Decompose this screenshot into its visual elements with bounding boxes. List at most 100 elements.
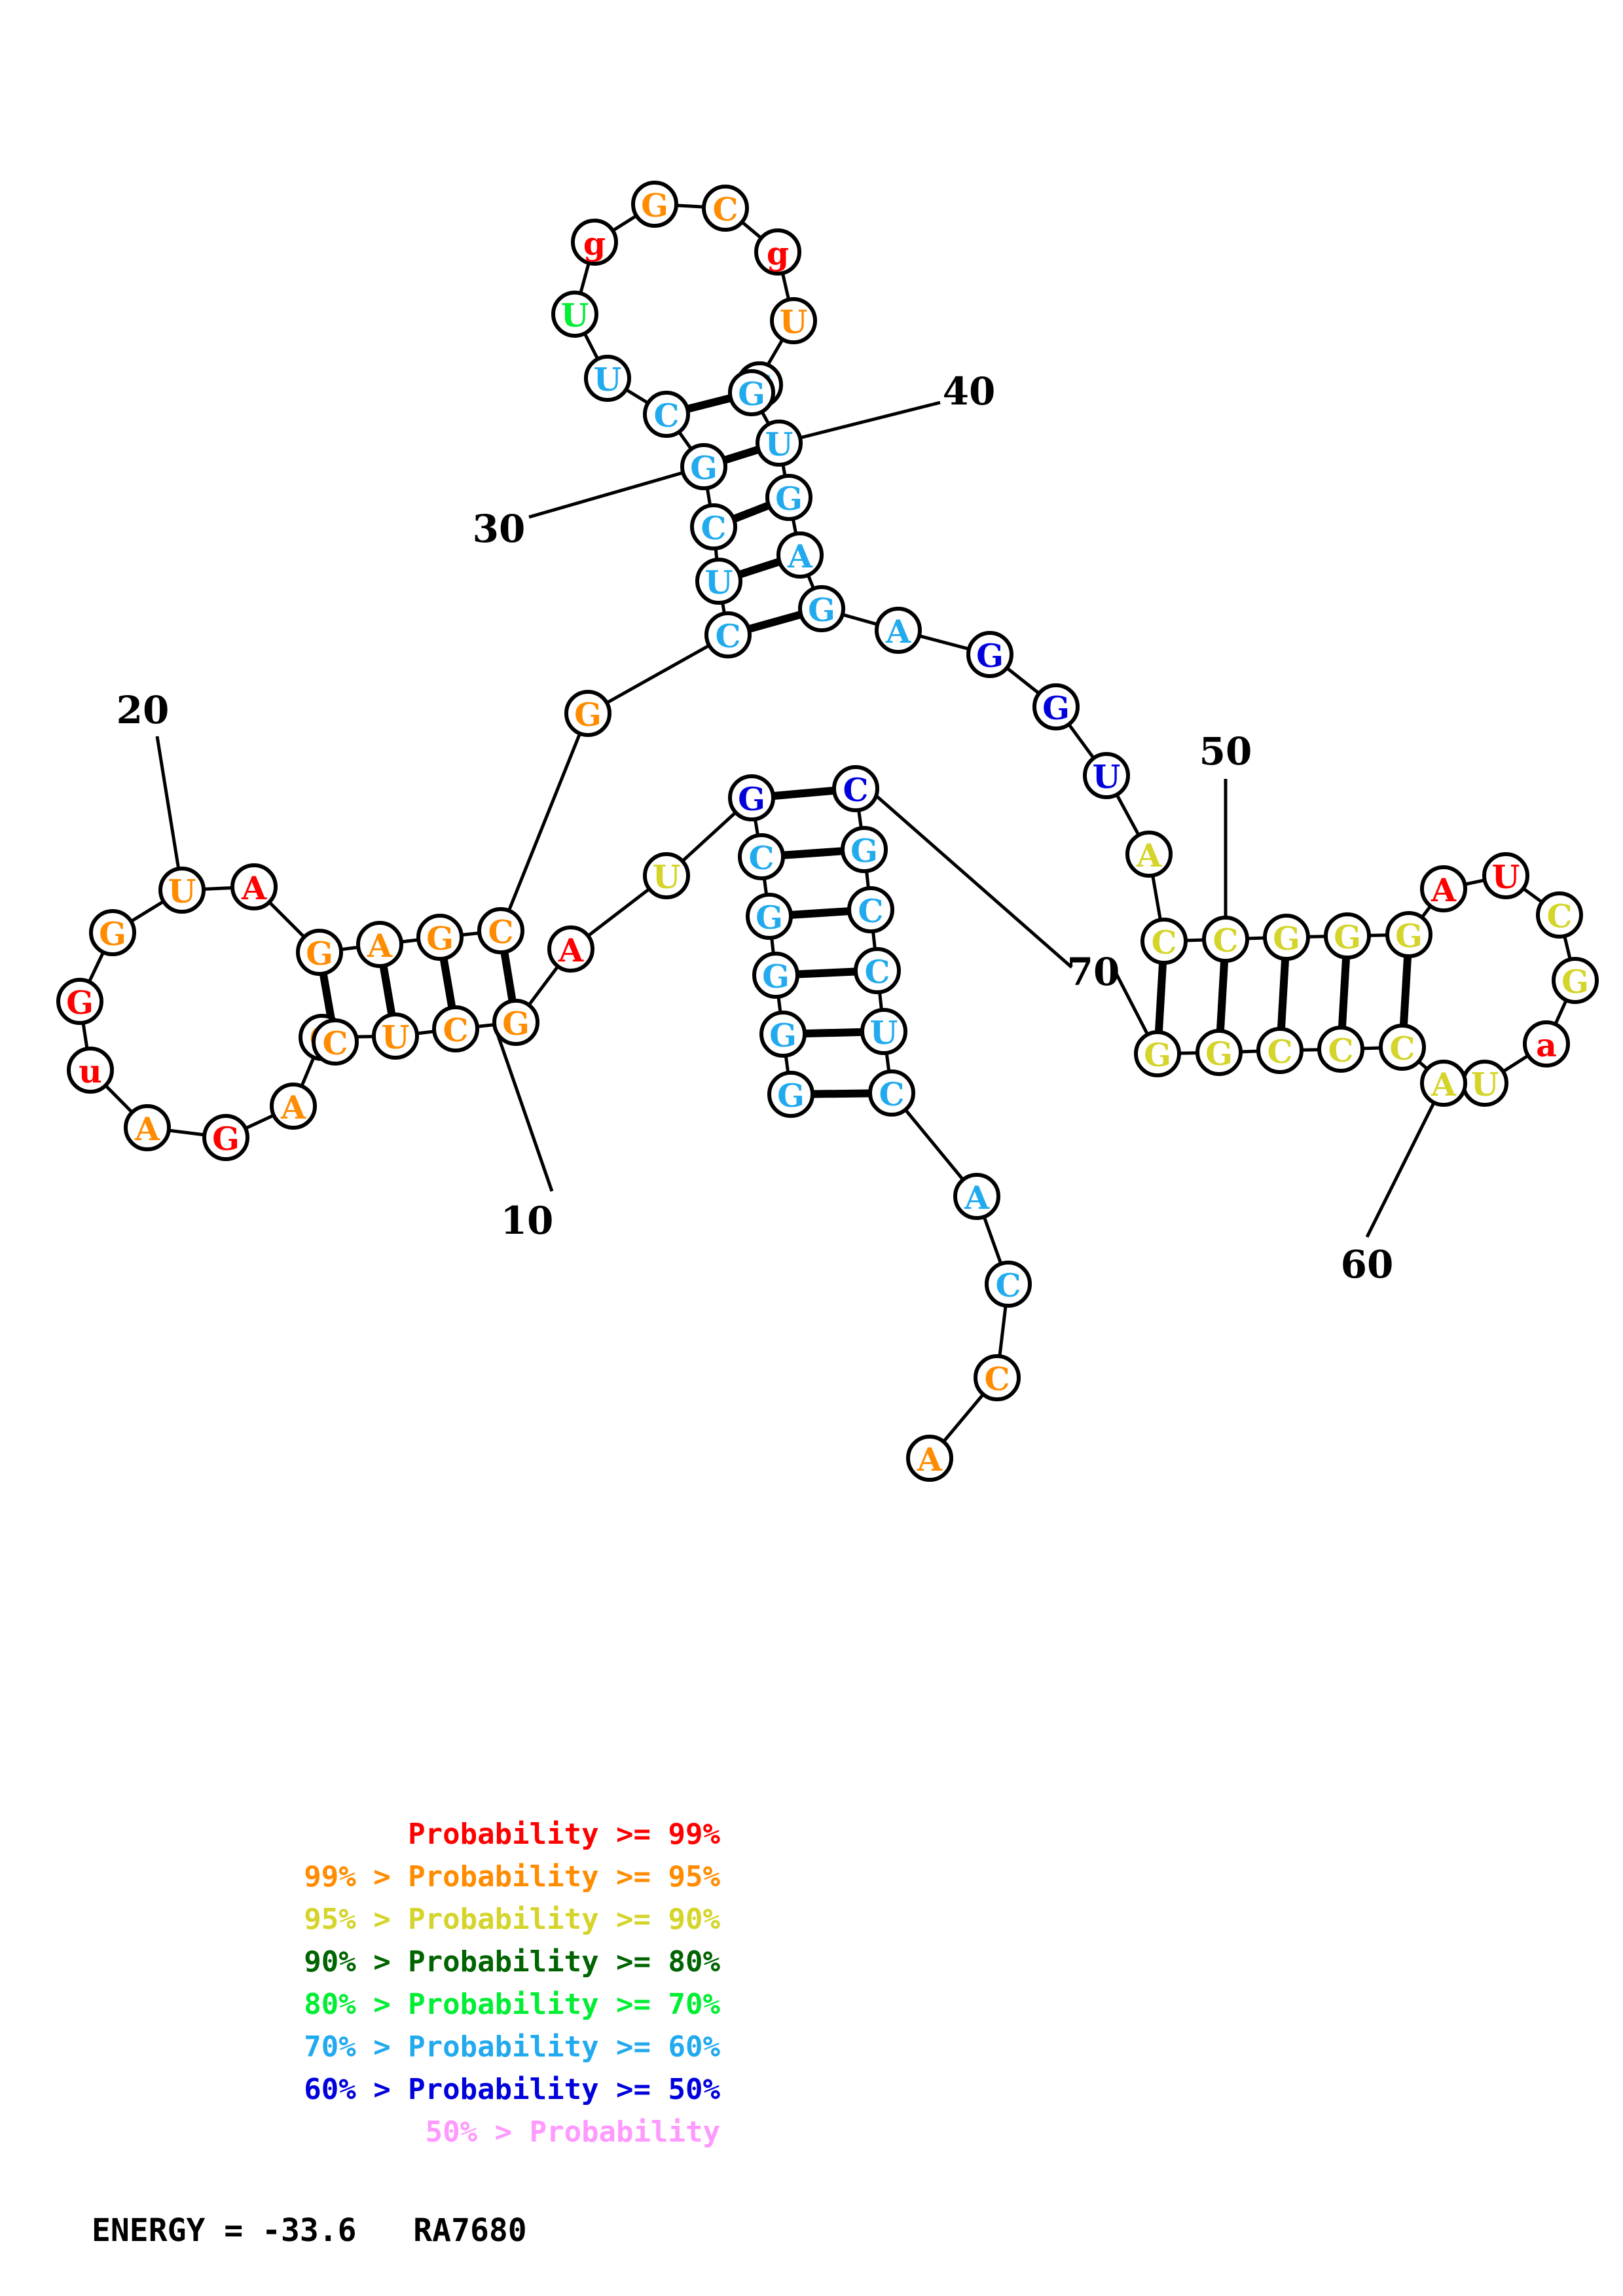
- nucleotide-C[interactable]: C: [1256, 1027, 1304, 1074]
- nucleotide-G[interactable]: G: [841, 826, 888, 873]
- nucleotide-A[interactable]: A: [875, 607, 922, 654]
- nucleotide-letter: G: [1561, 963, 1589, 1001]
- nucleotide-G[interactable]: G: [1552, 957, 1599, 1004]
- nucleotide-U[interactable]: U: [756, 420, 803, 467]
- nucleotide-C[interactable]: C: [832, 765, 879, 812]
- nucleotide-G[interactable]: G: [492, 999, 539, 1046]
- nucleotide-C[interactable]: C: [985, 1261, 1032, 1308]
- nucleotide-G[interactable]: G: [752, 952, 799, 999]
- nucleotide-U[interactable]: U: [643, 852, 690, 899]
- nucleotide-A[interactable]: A: [270, 1083, 317, 1130]
- nucleotide-G[interactable]: G: [728, 774, 775, 821]
- nucleotide-G[interactable]: G: [759, 1011, 807, 1058]
- nucleotide-C[interactable]: C: [974, 1354, 1021, 1401]
- nucleotide-letter: g: [767, 234, 789, 272]
- nucleotide-G[interactable]: G: [564, 690, 611, 737]
- nucleotide-U[interactable]: U: [770, 297, 817, 344]
- nucleotide-U[interactable]: U: [551, 291, 598, 338]
- nucleotide-C[interactable]: C: [1317, 1026, 1364, 1073]
- nucleotide-letter: U: [382, 1018, 410, 1056]
- nucleotide-circle: [798, 585, 845, 632]
- nucleotide-circle: [765, 474, 812, 521]
- nucleotide-C[interactable]: C: [690, 503, 737, 550]
- legend-row-0: Probability >= 99%: [408, 1818, 720, 1851]
- nucleotide-A[interactable]: A: [124, 1104, 171, 1151]
- nucleotide-C[interactable]: C: [704, 611, 752, 658]
- nucleotide-U[interactable]: U: [860, 1008, 907, 1055]
- nucleotide-C[interactable]: C: [477, 907, 524, 954]
- nucleotide-C[interactable]: C: [432, 1005, 479, 1052]
- nucleotide-U[interactable]: U: [158, 867, 206, 914]
- nucleotide-G[interactable]: G: [202, 1114, 249, 1161]
- position-leader-line: [1365, 1082, 1446, 1238]
- nucleotide-g[interactable]: g: [571, 219, 618, 266]
- nucleotide-A[interactable]: A: [547, 925, 594, 973]
- legend-row-4: 80% > Probability >= 70%: [304, 1988, 720, 2021]
- nucleotide-circle: [1482, 852, 1529, 899]
- nucleotide-G[interactable]: G: [296, 929, 343, 976]
- nucleotide-G[interactable]: G: [680, 443, 727, 490]
- nucleotide-circle: [124, 1104, 171, 1151]
- nucleotide-circle: [1140, 918, 1188, 965]
- nucleotide-circle: [432, 1005, 479, 1052]
- nucleotide-circle: [1317, 1026, 1364, 1073]
- nucleotide-U[interactable]: U: [1461, 1060, 1508, 1107]
- nucleotide-a[interactable]: a: [1523, 1020, 1570, 1067]
- nucleotide-circle: [767, 1071, 814, 1118]
- nucleotide-C[interactable]: C: [854, 947, 901, 994]
- nucleotide-G[interactable]: G: [767, 1071, 814, 1118]
- position-leader-line: [155, 736, 184, 891]
- nucleotide-A[interactable]: A: [356, 921, 403, 968]
- nucleotide-G[interactable]: G: [1385, 911, 1432, 958]
- nucleotide-letter: C: [323, 1024, 348, 1062]
- nucleotide-G[interactable]: G: [798, 585, 845, 632]
- nucleotide-G[interactable]: G: [1134, 1030, 1181, 1077]
- nucleotide-letter: a: [1536, 1026, 1557, 1064]
- nucleotide-G[interactable]: G: [1032, 683, 1080, 730]
- nucleotide-G[interactable]: G: [966, 631, 1013, 678]
- nucleotide-g[interactable]: g: [754, 228, 801, 276]
- nucleotide-U[interactable]: U: [372, 1013, 419, 1060]
- nucleotide-G[interactable]: G: [631, 181, 678, 228]
- nucleotide-letter: G: [769, 1016, 797, 1054]
- nucleotide-C[interactable]: C: [738, 833, 785, 880]
- nucleotide-C[interactable]: C: [1379, 1024, 1426, 1071]
- nucleotide-A[interactable]: A: [776, 531, 824, 579]
- nucleotide-C[interactable]: C: [702, 185, 749, 232]
- nucleotide-letter: C: [843, 771, 869, 809]
- nucleotide-letter: C: [1328, 1031, 1354, 1069]
- nucleotide-C[interactable]: C: [1202, 916, 1249, 963]
- nucleotide-A[interactable]: A: [1420, 1060, 1467, 1107]
- nucleotide-A[interactable]: A: [1125, 831, 1173, 878]
- nucleotide-G[interactable]: G: [765, 474, 812, 521]
- nucleotide-u[interactable]: u: [67, 1047, 114, 1094]
- nucleotide-A[interactable]: A: [230, 863, 278, 910]
- nucleotide-U[interactable]: U: [1083, 752, 1130, 799]
- position-leader-line: [862, 783, 1073, 969]
- nucleotide-C[interactable]: C: [868, 1069, 915, 1117]
- nucleotide-G[interactable]: G: [1195, 1029, 1243, 1076]
- nucleotide-G[interactable]: G: [416, 914, 464, 961]
- nucleotide-U[interactable]: U: [1482, 852, 1529, 899]
- nucleotide-G[interactable]: G: [728, 369, 775, 416]
- nucleotide-G[interactable]: G: [746, 893, 793, 940]
- nucleotide-C[interactable]: C: [1140, 918, 1188, 965]
- nucleotide-letter: C: [716, 617, 741, 655]
- nucleotide-C[interactable]: C: [643, 391, 690, 438]
- nucleotide-G[interactable]: G: [89, 909, 136, 956]
- nucleotide-circle: [860, 1008, 907, 1055]
- nucleotide-circle: [547, 925, 594, 973]
- nucleotide-letter: A: [1136, 836, 1162, 874]
- nucleotide-A[interactable]: A: [906, 1435, 953, 1482]
- nucleotide-C[interactable]: C: [847, 886, 894, 933]
- nucleotide-U[interactable]: U: [695, 558, 742, 605]
- nucleotide-G[interactable]: G: [1263, 914, 1310, 961]
- nucleotide-letter: U: [705, 564, 733, 601]
- nucleotide-A[interactable]: A: [1420, 865, 1467, 912]
- nucleotide-U[interactable]: U: [584, 355, 631, 402]
- nucleotide-G[interactable]: G: [1324, 912, 1371, 960]
- nucleotide-A[interactable]: A: [953, 1173, 1000, 1220]
- nucleotide-C[interactable]: C: [312, 1018, 359, 1066]
- nucleotide-C[interactable]: C: [1536, 891, 1583, 939]
- nucleotide-G[interactable]: G: [56, 978, 103, 1025]
